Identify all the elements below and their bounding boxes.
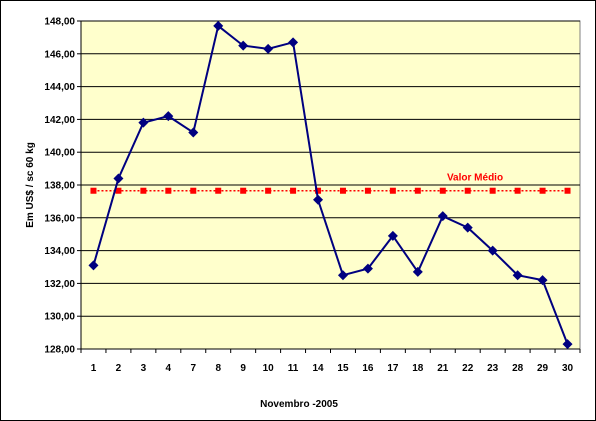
y-tick-label: 132,00 [44, 279, 75, 290]
data-point [188, 127, 199, 138]
x-tick-label: 10 [263, 363, 275, 374]
x-tick-label: 18 [412, 363, 424, 374]
average-marker [414, 187, 421, 194]
y-axis-ticks: 128,00 130,00 132,00 134,00 136,00 138,00 140,… [44, 17, 81, 356]
average-marker [389, 187, 396, 194]
y-tick-label: 142,00 [44, 115, 75, 126]
average-marker [165, 187, 172, 194]
data-point [138, 117, 149, 128]
x-tick-label: 16 [362, 363, 374, 374]
data-point [387, 230, 398, 241]
price-line [92, 24, 569, 345]
data-point [113, 173, 124, 184]
x-tick-label: 8 [215, 363, 221, 374]
average-marker [190, 187, 197, 194]
average-marker [315, 187, 322, 194]
average-marker [290, 187, 297, 194]
average-marker [539, 187, 546, 194]
average-marker [115, 187, 122, 194]
x-axis-ticks: 1 2 3 4 7 8 9 10 11 14 15 16 17 18 21 22 23 28 29 30 [80, 349, 581, 374]
data-point [462, 222, 473, 233]
x-tick-label: 28 [512, 363, 524, 374]
average-marker [215, 187, 222, 194]
data-point [487, 245, 498, 256]
x-tick-label: 23 [487, 363, 499, 374]
x-tick-label: 30 [562, 363, 574, 374]
y-tick-label: 148,00 [44, 17, 75, 28]
data-point [337, 270, 348, 281]
data-point [562, 339, 573, 350]
y-tick-label: 130,00 [44, 312, 75, 323]
y-tick-label: 146,00 [44, 49, 75, 60]
data-point [512, 270, 523, 281]
data-point [263, 43, 274, 54]
average-marker [564, 187, 571, 194]
x-tick-label: 21 [437, 363, 449, 374]
average-marker [489, 187, 496, 194]
y-tick-label: 128,00 [44, 345, 75, 356]
x-tick-label: 14 [312, 363, 324, 374]
average-marker [439, 187, 446, 194]
average-series [90, 187, 571, 194]
average-annotation: Valor Médio [447, 173, 503, 184]
average-marker [140, 187, 147, 194]
x-tick-label: 9 [240, 363, 246, 374]
average-marker [339, 187, 346, 194]
average-marker [464, 187, 471, 194]
x-tick-label: 17 [387, 363, 399, 374]
data-point [213, 20, 224, 31]
x-tick-label: 4 [166, 363, 172, 374]
data-point [412, 266, 423, 277]
x-tick-label: 2 [116, 363, 122, 374]
x-tick-label: 29 [537, 363, 549, 374]
data-point [437, 211, 448, 222]
data-point [313, 194, 324, 205]
x-tick-label: 3 [141, 363, 147, 374]
x-axis-title: Novembro -2005 [260, 399, 338, 410]
x-tick-label: 7 [190, 363, 196, 374]
x-tick-label: 15 [337, 363, 349, 374]
y-axis-title: Em US$ / sc 60 kg [25, 142, 36, 228]
data-point [238, 40, 249, 51]
data-point [88, 260, 99, 271]
x-tick-label: 1 [91, 363, 97, 374]
price-series [88, 20, 573, 350]
average-marker [240, 187, 247, 194]
data-point [163, 111, 174, 122]
x-tick-label: 11 [288, 363, 299, 374]
data-point [288, 37, 299, 48]
average-marker [265, 187, 272, 194]
average-marker [514, 187, 521, 194]
data-point [362, 263, 373, 274]
average-marker [364, 187, 371, 194]
x-tick-label: 22 [462, 363, 474, 374]
y-tick-label: 136,00 [44, 213, 75, 224]
average-marker [90, 187, 97, 194]
y-tick-label: 140,00 [44, 148, 75, 159]
y-tick-label: 134,00 [44, 246, 75, 257]
y-tick-label: 144,00 [44, 82, 75, 93]
data-point [537, 275, 548, 286]
y-tick-label: 138,00 [44, 181, 75, 192]
